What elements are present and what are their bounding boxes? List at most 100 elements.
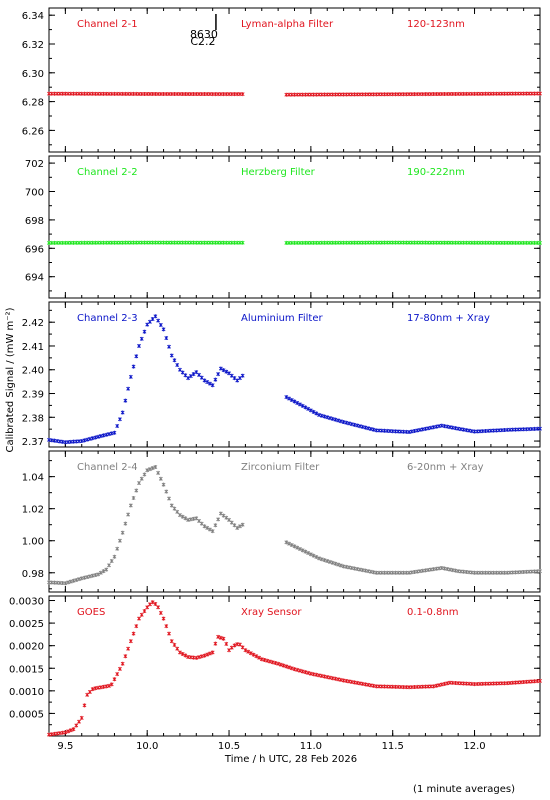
data-point xyxy=(98,685,103,690)
data-point xyxy=(308,552,313,557)
data-point xyxy=(298,668,302,673)
data-point xyxy=(104,684,109,689)
data-point xyxy=(428,425,433,430)
data-point xyxy=(328,675,332,680)
panel-ch23: 2.37 2.38 2.39 2.40 2.41 2.42 Channel 2-3 Alumi… xyxy=(22,301,542,448)
data-point xyxy=(164,336,169,341)
data-point xyxy=(308,408,313,413)
data-point xyxy=(240,373,245,378)
data-point xyxy=(194,655,199,660)
data-point xyxy=(240,645,245,650)
y-tick-label: 1.00 xyxy=(22,537,44,548)
data-point xyxy=(333,676,338,681)
data-point xyxy=(87,574,92,579)
y-tick-label: 0.0025 xyxy=(9,619,44,630)
data-point xyxy=(224,641,229,646)
data-point xyxy=(336,562,341,567)
data-point xyxy=(208,381,212,386)
data-point xyxy=(169,503,174,508)
data-point xyxy=(79,576,84,581)
data-point xyxy=(412,428,417,433)
footnote: (1 minute averages) xyxy=(413,784,515,795)
panel-goes: 0.0005 0.0010 0.0015 0.0020 0.0025 0.0030 GOES… xyxy=(9,595,542,737)
data-point xyxy=(352,422,357,427)
data-point xyxy=(439,682,444,687)
data-point xyxy=(96,685,101,690)
y-tick-label: 6.32 xyxy=(22,40,44,51)
data-point xyxy=(284,395,289,400)
data-point xyxy=(442,681,447,686)
data-point xyxy=(66,580,71,585)
data-point xyxy=(439,565,444,570)
y-tick-label: 0.0020 xyxy=(9,642,44,653)
data-point xyxy=(360,568,365,573)
data-point xyxy=(161,327,166,332)
data-point xyxy=(85,437,90,442)
data-point xyxy=(186,517,191,522)
data-point xyxy=(325,675,330,680)
data-point xyxy=(74,723,79,728)
data-point xyxy=(538,91,542,96)
data-point xyxy=(186,376,191,381)
data-point xyxy=(311,672,316,677)
data-point xyxy=(371,427,376,432)
data-point xyxy=(213,641,218,646)
data-point xyxy=(210,383,215,388)
data-point xyxy=(183,516,188,521)
data-point xyxy=(409,429,414,434)
data-point xyxy=(71,727,76,732)
data-point xyxy=(246,649,251,654)
data-point xyxy=(311,409,316,414)
data-point xyxy=(445,567,450,572)
y-axis-label: Calibrated Signal / (mW m⁻²) xyxy=(5,307,16,452)
data-point xyxy=(148,602,152,607)
data-point xyxy=(79,439,84,444)
panel-ch21: 6.26 6.28 6.30 6.32 6.34 Channel 2-1 Lyman-alp… xyxy=(22,7,542,153)
data-point xyxy=(284,540,289,545)
data-point xyxy=(358,424,362,429)
data-point xyxy=(347,565,351,570)
data-point xyxy=(420,427,425,432)
data-point xyxy=(538,678,542,683)
data-point xyxy=(194,370,199,375)
data-point xyxy=(134,354,139,359)
x-tick-label: 12.0 xyxy=(463,741,485,752)
data-point xyxy=(156,605,161,610)
data-point xyxy=(123,398,128,403)
data-point xyxy=(96,572,101,577)
data-point xyxy=(145,322,150,327)
data-point xyxy=(104,432,109,437)
data-point xyxy=(199,654,204,659)
data-point xyxy=(202,524,207,529)
data-point xyxy=(205,525,210,530)
data-point xyxy=(178,367,182,372)
data-point xyxy=(145,468,150,473)
x-tick-label: 10.0 xyxy=(136,741,158,752)
data-point xyxy=(175,509,180,514)
y-tick-label: 2.38 xyxy=(22,413,44,424)
data-point xyxy=(538,426,542,431)
data-point xyxy=(101,684,106,689)
flare-marker: 8630 C2.2 xyxy=(190,14,218,48)
data-point xyxy=(341,678,346,683)
data-point xyxy=(295,400,300,405)
data-point xyxy=(145,605,150,610)
data-point xyxy=(311,553,316,558)
data-point xyxy=(128,639,133,644)
data-point xyxy=(167,631,171,636)
data-point xyxy=(126,386,131,391)
data-point xyxy=(221,368,226,373)
data-point xyxy=(180,651,185,656)
data-point xyxy=(79,715,84,720)
data-point xyxy=(101,433,106,438)
filter-label: Xray Sensor xyxy=(241,607,302,618)
data-point xyxy=(216,517,221,522)
data-point xyxy=(150,466,155,471)
data-point xyxy=(538,569,542,574)
data-point xyxy=(448,567,452,572)
data-point xyxy=(191,372,196,377)
data-point xyxy=(368,683,373,688)
data-point xyxy=(363,568,368,573)
data-point xyxy=(150,317,155,322)
